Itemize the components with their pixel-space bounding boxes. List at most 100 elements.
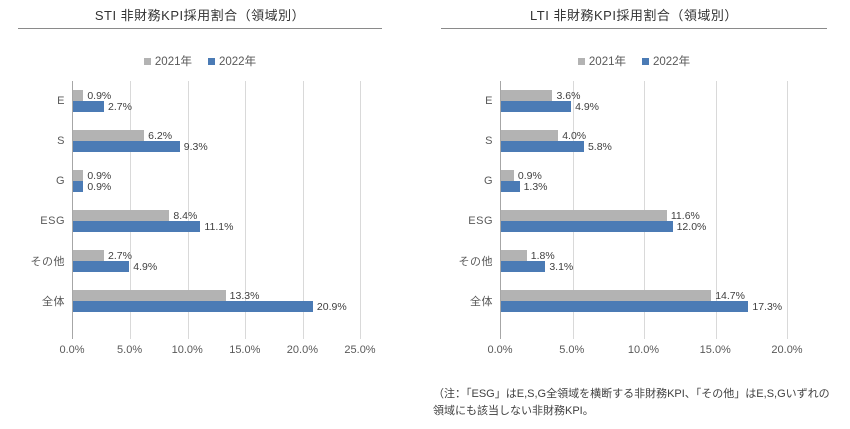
gridline (302, 81, 304, 339)
category-label: G (55, 175, 65, 187)
category-label: 全体 (470, 296, 493, 308)
x-tick-label: 10.0% (627, 344, 660, 356)
legend-label-2022: 2022年 (219, 56, 257, 68)
plot-wrap: E S G ESG その他 全体 3.6% 4.9% 4.0% 5.8% 0.9% 1.3% 11.6… (433, 81, 835, 339)
x-tick-label: 25.0% (344, 344, 376, 356)
category-label: その他 (30, 256, 65, 268)
value-label: 11.1% (204, 220, 234, 233)
legend: 2021年 2022年 (433, 53, 835, 69)
legend-label-2021: 2021年 (588, 56, 626, 68)
x-tick-label: 20.0% (286, 344, 318, 356)
bar-2021年: 4.0% (501, 130, 586, 142)
value-label: 4.0% (562, 129, 587, 142)
value-label: 0.9% (87, 169, 112, 182)
legend-swatch-2022 (642, 57, 649, 65)
plot-area: 3.6% 4.9% 4.0% 5.8% 0.9% 1.3% 11.6% 12.0% 1.8% 3.… (500, 81, 788, 339)
bar-2021年: 0.9% (501, 170, 542, 182)
legend-swatch-2021 (143, 57, 151, 65)
lti-chart: LTI 非財務KPI採用割合（領域別） 2021年 2022年 E S G ESG その… (433, 6, 835, 359)
category-axis: E S G ESG その他 全体 (433, 81, 500, 339)
legend-item-2022: 2022年 (642, 53, 690, 69)
bar-2021年: 3.6% (501, 90, 580, 102)
value-label: 6.2% (148, 129, 173, 142)
x-tick-label: 5.0% (559, 344, 585, 356)
legend-item-2022: 2022年 (208, 53, 256, 69)
value-label: 2.7% (107, 249, 132, 262)
value-label: 9.3% (183, 140, 208, 153)
legend-label-2022: 2022年 (653, 56, 691, 68)
footnote: （注：「ESG」はE,S,G全領域を横断する非財務KPI、「その他」はE,S,G… (433, 388, 830, 418)
bar-2021年: 2.7% (73, 250, 132, 262)
legend: 2021年 2022年 (10, 53, 390, 69)
category-axis: E S G ESG その他 全体 (10, 81, 72, 339)
plot-area: 0.9% 2.7% 6.2% 9.3% 0.9% 0.9% 8.4% 11.1% 2.7% 4.9… (72, 81, 361, 339)
bar-2022年: 12.0% (501, 221, 706, 233)
value-label: 14.7% (715, 289, 745, 302)
category-label: E (57, 95, 65, 107)
value-label: 1.3% (523, 180, 548, 193)
value-label: 2.7% (107, 100, 132, 113)
bar-2022年: 17.3% (501, 301, 782, 313)
category-label: G (483, 175, 493, 187)
bar-rows: 3.6% 4.9% 4.0% 5.8% 0.9% 1.3% 11.6% 12.0% 1.8% 3.… (501, 81, 787, 339)
bar-2022年: 11.1% (73, 221, 233, 233)
category-label: その他 (458, 256, 493, 268)
chart-title: STI 非財務KPI採用割合（領域別） (94, 8, 306, 23)
bar-2021年: 0.9% (73, 90, 111, 102)
bar-2022年: 3.1% (501, 261, 573, 273)
x-axis: 0.0% 5.0% 10.0% 15.0% 20.0% (487, 341, 802, 359)
bar-pair: 4.0% 5.8% (501, 121, 787, 161)
x-tick-label: 0.0% (59, 344, 85, 356)
x-tick-label: 15.0% (699, 344, 731, 356)
bar-2021年: 11.6% (501, 210, 700, 222)
bar-2022年: 0.9% (73, 181, 111, 193)
value-label: 20.9% (316, 300, 347, 313)
sti-chart: STI 非財務KPI採用割合（領域別） 2021年 2022年 E S G ESG その… (10, 6, 390, 359)
bar-2022年: 4.9% (73, 261, 157, 273)
value-label: 4.9% (575, 100, 599, 113)
bar-pair: 0.9% 0.9% (73, 161, 360, 201)
gridline (245, 81, 247, 339)
legend-item-2021: 2021年 (143, 53, 192, 69)
bar-pair: 0.9% 2.7% (73, 81, 360, 121)
value-label: 4.9% (133, 260, 158, 273)
bar-pair: 1.8% 3.1% (501, 241, 787, 281)
category-label: S (485, 135, 493, 147)
x-tick-label: 5.0% (117, 344, 143, 356)
value-label: 13.3% (229, 289, 260, 302)
legend-label-2021: 2021年 (154, 56, 192, 68)
bar-pair: 8.4% 11.1% (73, 201, 360, 241)
value-label: 0.9% (87, 180, 112, 193)
legend-swatch-2021 (577, 57, 585, 65)
value-label: 0.9% (517, 169, 542, 182)
value-label: 12.0% (676, 220, 707, 233)
gridline (360, 81, 361, 339)
plot-wrap: E S G ESG その他 全体 0.9% 2.7% 6.2% 9.3% 0.9% 0.9% 8.4%… (10, 81, 390, 339)
bar-2021年: 8.4% (73, 210, 197, 222)
bar-2022年: 4.9% (501, 101, 599, 113)
bar-2022年: 20.9% (73, 301, 347, 313)
value-label: 8.4% (173, 209, 198, 222)
bar-rows: 0.9% 2.7% 6.2% 9.3% 0.9% 0.9% 8.4% 11.1% 2.7% 4.9… (73, 81, 360, 339)
category-label: ESG (40, 215, 65, 227)
chart-title: LTI 非財務KPI採用割合（領域別） (530, 8, 738, 23)
bar-pair: 14.7% 17.3% (501, 281, 787, 321)
bar-2021年: 6.2% (73, 130, 172, 142)
bar-pair: 0.9% 1.3% (501, 161, 787, 201)
gridline (187, 81, 189, 339)
bar-pair: 13.3% 20.9% (73, 281, 360, 321)
value-label: 3.1% (549, 260, 574, 273)
category-label: E (485, 95, 493, 107)
value-label: 3.6% (556, 89, 581, 102)
bar-2021年: 1.8% (501, 250, 555, 262)
value-label: 1.8% (530, 249, 555, 262)
category-label: 全体 (42, 296, 65, 308)
x-tick-label: 0.0% (487, 344, 513, 356)
x-axis: 0.0% 5.0% 10.0% 15.0% 20.0% 25.0% (59, 341, 375, 359)
x-tick-label: 20.0% (771, 344, 803, 356)
bar-2022年: 5.8% (501, 141, 612, 153)
bar-2021年: 13.3% (73, 290, 259, 302)
title-underline (18, 28, 382, 29)
value-label: 17.3% (752, 300, 783, 313)
bar-pair: 6.2% 9.3% (73, 121, 360, 161)
